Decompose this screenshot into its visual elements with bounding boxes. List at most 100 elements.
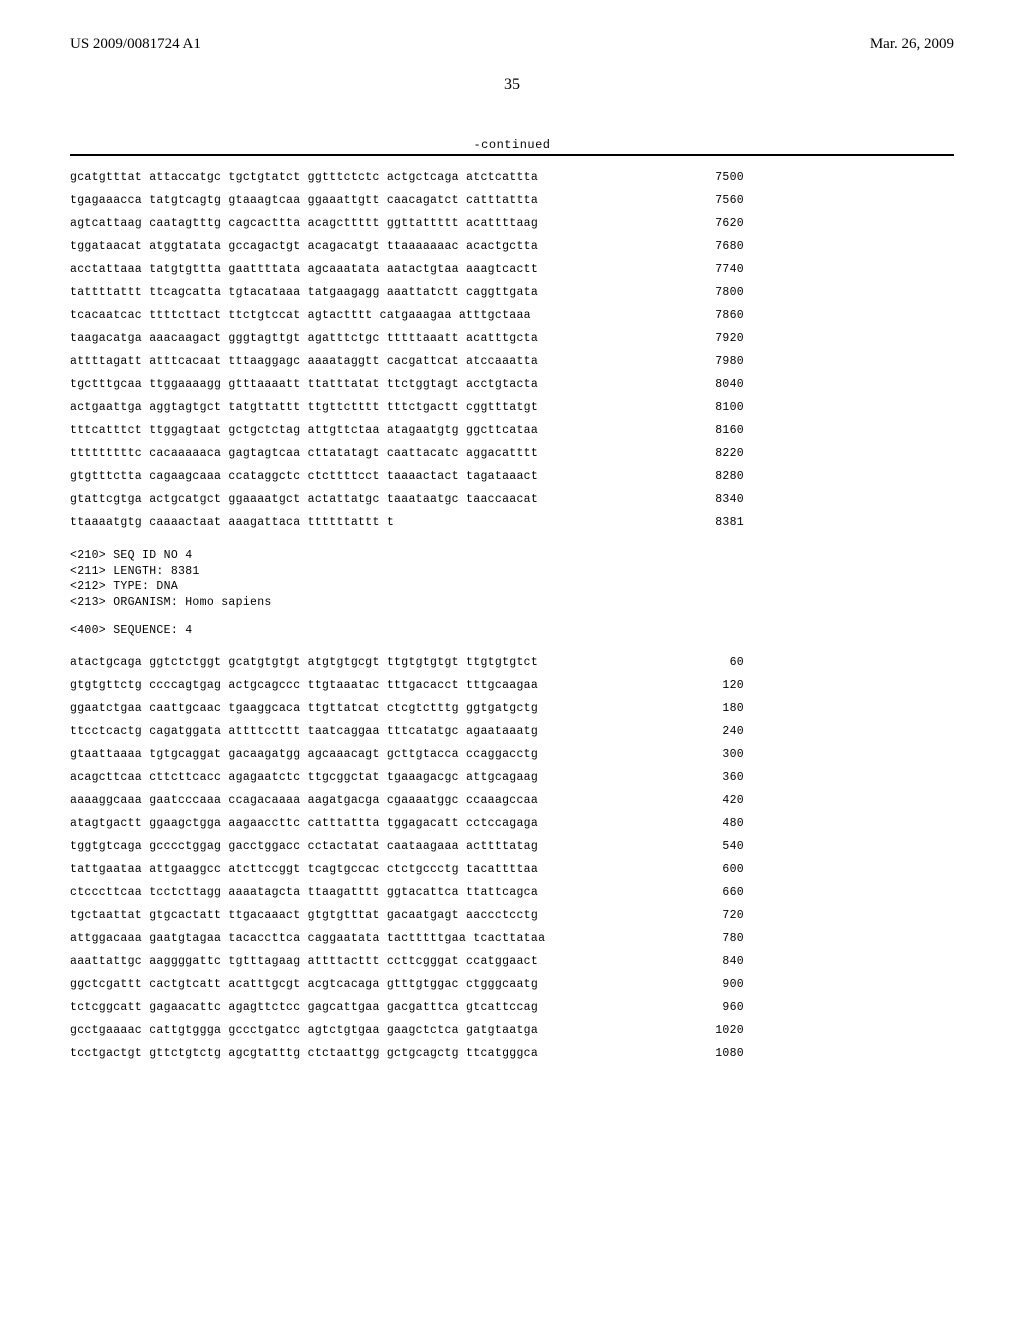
- sequence-text: tattttattt ttcagcatta tgtacataaa tatgaag…: [70, 281, 538, 304]
- sequence-position: 300: [722, 743, 954, 766]
- sequence-text: tttttttttc cacaaaaaca gagtagtcaa cttatat…: [70, 442, 538, 465]
- sequence-position: 120: [722, 674, 954, 697]
- sequence-row: gcatgtttat attaccatgc tgctgtatct ggtttct…: [70, 166, 954, 189]
- sequence-text: tcacaatcac ttttcttact ttctgtccat agtactt…: [70, 304, 531, 327]
- sequence-position: 8220: [715, 442, 954, 465]
- page-number: 35: [70, 76, 954, 94]
- sequence-text: tggataacat atggtatata gccagactgt acagaca…: [70, 235, 538, 258]
- sequence-row: aaaaggcaaa gaatcccaaa ccagacaaaa aagatga…: [70, 789, 954, 812]
- sequence-row: tttcatttct ttggagtaat gctgctctag attgttc…: [70, 419, 954, 442]
- sequence-row: tgctttgcaa ttggaaaagg gtttaaaatt ttattta…: [70, 373, 954, 396]
- sequence-row: gcctgaaaac cattgtggga gccctgatcc agtctgt…: [70, 1019, 954, 1042]
- sequence-position: 840: [722, 950, 954, 973]
- sequence-row: ggctcgattt cactgtcatt acatttgcgt acgtcac…: [70, 973, 954, 996]
- sequence-text: tgctaattat gtgcactatt ttgacaaact gtgtgtt…: [70, 904, 538, 927]
- sequence-text: gtgtgttctg ccccagtgag actgcagccc ttgtaaa…: [70, 674, 538, 697]
- sequence-row: ggaatctgaa caattgcaac tgaaggcaca ttgttat…: [70, 697, 954, 720]
- sequence-text: aaaaggcaaa gaatcccaaa ccagacaaaa aagatga…: [70, 789, 538, 812]
- sequence-position: 7980: [715, 350, 954, 373]
- sequence-position: 8160: [715, 419, 954, 442]
- sequence-text: gtattcgtga actgcatgct ggaaaatgct actatta…: [70, 488, 538, 511]
- top-rule: [70, 154, 954, 156]
- sequence-row: tcacaatcac ttttcttact ttctgtccat agtactt…: [70, 304, 954, 327]
- sequence-text: gtgtttctta cagaagcaaa ccataggctc ctctttt…: [70, 465, 538, 488]
- sequence-row: tctcggcatt gagaacattc agagttctcc gagcatt…: [70, 996, 954, 1019]
- sequence-position: 7860: [715, 304, 954, 327]
- sequence-row: ttcctcactg cagatggata attttccttt taatcag…: [70, 720, 954, 743]
- sequence-row: gtgtttctta cagaagcaaa ccataggctc ctctttt…: [70, 465, 954, 488]
- sequence-row: ttaaaatgtg caaaactaat aaagattaca tttttta…: [70, 511, 954, 534]
- sequence-text: taagacatga aaacaagact gggtagttgt agatttc…: [70, 327, 538, 350]
- sequence-text: actgaattga aggtagtgct tatgttattt ttgttct…: [70, 396, 538, 419]
- meta-seq-id: <210> SEQ ID NO 4: [70, 548, 954, 564]
- sequence-text: gtaattaaaa tgtgcaggat gacaagatgg agcaaac…: [70, 743, 538, 766]
- sequence-text: aaattattgc aaggggattc tgtttagaag attttac…: [70, 950, 538, 973]
- sequence-row: atactgcaga ggtctctggt gcatgtgtgt atgtgtg…: [70, 651, 954, 674]
- sequence-row: tgagaaacca tatgtcagtg gtaaagtcaa ggaaatt…: [70, 189, 954, 212]
- meta-organism: <213> ORGANISM: Homo sapiens: [70, 595, 954, 611]
- sequence-text: ggctcgattt cactgtcatt acatttgcgt acgtcac…: [70, 973, 538, 996]
- sequence-position: 7740: [715, 258, 954, 281]
- sequence-row: gtgtgttctg ccccagtgag actgcagccc ttgtaaa…: [70, 674, 954, 697]
- sequence-position: 1080: [715, 1042, 954, 1065]
- sequence-row: taagacatga aaacaagact gggtagttgt agatttc…: [70, 327, 954, 350]
- sequence-position: 420: [722, 789, 954, 812]
- sequence-text: acctattaaa tatgtgttta gaattttata agcaaat…: [70, 258, 538, 281]
- sequence-text: attggacaaa gaatgtagaa tacaccttca caggaat…: [70, 927, 545, 950]
- sequence-position: 960: [722, 996, 954, 1019]
- sequence-text: ggaatctgaa caattgcaac tgaaggcaca ttgttat…: [70, 697, 538, 720]
- sequence-position: 180: [722, 697, 954, 720]
- sequence-position: 240: [722, 720, 954, 743]
- sequence-row: tattgaataa attgaaggcc atcttccggt tcagtgc…: [70, 858, 954, 881]
- sequence-text: tgctttgcaa ttggaaaagg gtttaaaatt ttattta…: [70, 373, 538, 396]
- sequence-row: attttagatt atttcacaat tttaaggagc aaaatag…: [70, 350, 954, 373]
- sequence-position: 60: [730, 651, 954, 674]
- sequence-row: acctattaaa tatgtgttta gaattttata agcaaat…: [70, 258, 954, 281]
- sequence-text: tcctgactgt gttctgtctg agcgtatttg ctctaat…: [70, 1042, 538, 1065]
- sequence-row: tttttttttc cacaaaaaca gagtagtcaa cttatat…: [70, 442, 954, 465]
- sequence-row: acagcttcaa cttcttcacc agagaatctc ttgcggc…: [70, 766, 954, 789]
- sequence-label: <400> SEQUENCE: 4: [70, 624, 954, 637]
- sequence-text: gcctgaaaac cattgtggga gccctgatcc agtctgt…: [70, 1019, 538, 1042]
- sequence-position: 660: [722, 881, 954, 904]
- sequence-row: gtattcgtga actgcatgct ggaaaatgct actatta…: [70, 488, 954, 511]
- sequence-text: attttagatt atttcacaat tttaaggagc aaaatag…: [70, 350, 538, 373]
- sequence-text: tattgaataa attgaaggcc atcttccggt tcagtgc…: [70, 858, 538, 881]
- sequence-text: tttcatttct ttggagtaat gctgctctag attgttc…: [70, 419, 538, 442]
- sequence-position: 7920: [715, 327, 954, 350]
- sequence-position: 900: [722, 973, 954, 996]
- sequence-row: gtaattaaaa tgtgcaggat gacaagatgg agcaaac…: [70, 743, 954, 766]
- sequence-position: 360: [722, 766, 954, 789]
- sequence-position: 7620: [715, 212, 954, 235]
- sequence-metadata: <210> SEQ ID NO 4 <211> LENGTH: 8381 <21…: [70, 548, 954, 610]
- continued-label: -continued: [70, 138, 954, 152]
- sequence-text: tctcggcatt gagaacattc agagttctcc gagcatt…: [70, 996, 538, 1019]
- meta-type: <212> TYPE: DNA: [70, 579, 954, 595]
- sequence-row: tgctaattat gtgcactatt ttgacaaact gtgtgtt…: [70, 904, 954, 927]
- header-date: Mar. 26, 2009: [870, 36, 954, 53]
- sequence-text: ttaaaatgtg caaaactaat aaagattaca tttttta…: [70, 511, 394, 534]
- header-publication-number: US 2009/0081724 A1: [70, 36, 201, 53]
- sequence-row: aaattattgc aaggggattc tgtttagaag attttac…: [70, 950, 954, 973]
- sequence-position: 720: [722, 904, 954, 927]
- sequence-row: tggataacat atggtatata gccagactgt acagaca…: [70, 235, 954, 258]
- sequence-row: tattttattt ttcagcatta tgtacataaa tatgaag…: [70, 281, 954, 304]
- sequence-position: 7800: [715, 281, 954, 304]
- sequence-row: atagtgactt ggaagctgga aagaaccttc catttat…: [70, 812, 954, 835]
- sequence-position: 7500: [715, 166, 954, 189]
- sequence-text: tggtgtcaga gcccctggag gacctggacc cctacta…: [70, 835, 538, 858]
- sequence-position: 8280: [715, 465, 954, 488]
- sequence-row: ctcccttcaa tcctcttagg aaaatagcta ttaagat…: [70, 881, 954, 904]
- sequence-position: 480: [722, 812, 954, 835]
- sequence-position: 7560: [715, 189, 954, 212]
- sequence-text: tgagaaacca tatgtcagtg gtaaagtcaa ggaaatt…: [70, 189, 538, 212]
- sequence-row: actgaattga aggtagtgct tatgttattt ttgttct…: [70, 396, 954, 419]
- meta-length: <211> LENGTH: 8381: [70, 564, 954, 580]
- sequence-row: attggacaaa gaatgtagaa tacaccttca caggaat…: [70, 927, 954, 950]
- sequence-block-1: gcatgtttat attaccatgc tgctgtatct ggtttct…: [70, 166, 954, 534]
- sequence-text: ttcctcactg cagatggata attttccttt taatcag…: [70, 720, 538, 743]
- sequence-text: ctcccttcaa tcctcttagg aaaatagcta ttaagat…: [70, 881, 538, 904]
- sequence-text: gcatgtttat attaccatgc tgctgtatct ggtttct…: [70, 166, 538, 189]
- sequence-position: 600: [722, 858, 954, 881]
- sequence-text: acagcttcaa cttcttcacc agagaatctc ttgcggc…: [70, 766, 538, 789]
